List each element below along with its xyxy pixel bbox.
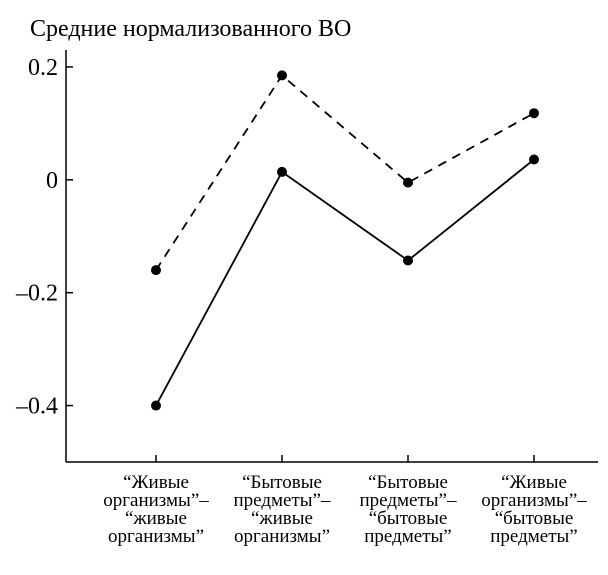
- x-tick-label-line: “Живые: [123, 472, 189, 493]
- x-tick-label: “Бытовые предметы”– “бытовые предметы”: [360, 472, 457, 547]
- series-line: [155, 74, 535, 271]
- data-point: [151, 265, 161, 276]
- data-point: [529, 108, 539, 119]
- x-tick-label: “Живые организмы”– “живые организмы”: [103, 472, 209, 547]
- y-tick-label: –0.4: [15, 394, 58, 420]
- data-point: [277, 166, 287, 177]
- y-tick-label: –0.2: [15, 281, 58, 307]
- labels-layer: 0.20–0.2–0.4“Живые организмы”– “живые орган…: [15, 55, 587, 547]
- data-point: [529, 154, 539, 165]
- x-tick-label-line: организмы”: [234, 526, 330, 547]
- series-line: [155, 158, 535, 406]
- x-tick-label-line: “бытовые: [495, 508, 574, 529]
- x-tick-label-line: предметы”–: [234, 490, 331, 511]
- x-tick-label-line: организмы”–: [481, 490, 587, 511]
- x-tick-label-line: организмы”: [108, 526, 204, 547]
- x-tick-label-line: “бытовые: [369, 508, 448, 529]
- x-tick-label-line: “Живые: [501, 472, 567, 493]
- y-tick-label: 0: [46, 168, 58, 194]
- x-tick-label-line: организмы”–: [103, 490, 209, 511]
- data-point: [151, 400, 161, 411]
- axes: [65, 50, 598, 463]
- data-point: [277, 70, 287, 81]
- data-point: [403, 177, 413, 188]
- series-layer: [151, 70, 539, 411]
- x-tick-label-line: “живые: [251, 508, 313, 529]
- x-tick-label-line: “Бытовые: [242, 472, 322, 493]
- data-point: [403, 255, 413, 266]
- x-tick-label-line: “живые: [125, 508, 187, 529]
- x-tick-label-line: предметы”: [364, 526, 451, 547]
- x-tick-label-line: предметы”–: [360, 490, 457, 511]
- x-tick-label: “Живые организмы”– “бытовые предметы”: [481, 472, 587, 547]
- x-tick-label-line: предметы”: [490, 526, 577, 547]
- chart-title: Средние нормализованного ВО: [30, 16, 351, 42]
- x-tick-label: “Бытовые предметы”– “живые организмы”: [234, 472, 331, 547]
- x-tick-label-line: “Бытовые: [368, 472, 448, 493]
- y-tick-label: 0.2: [28, 55, 58, 81]
